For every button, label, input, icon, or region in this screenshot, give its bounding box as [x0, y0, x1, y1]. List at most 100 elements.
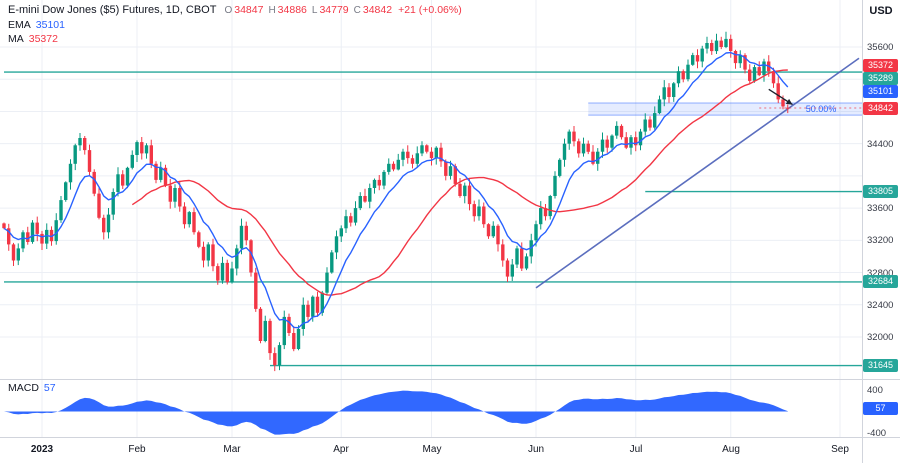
candle [434, 146, 438, 165]
candle [135, 140, 139, 162]
candle [638, 128, 643, 151]
candle [116, 167, 120, 197]
candle [662, 80, 666, 107]
price-tick-label: 32000 [867, 332, 894, 343]
candle [92, 169, 96, 197]
ma-label: MA [8, 33, 24, 45]
candle [140, 137, 144, 160]
time-axis[interactable]: 2023 Feb Mar Apr May Jun Jul Aug Sep [0, 438, 900, 463]
candle [73, 143, 77, 171]
candle [192, 207, 196, 235]
candle [501, 239, 505, 267]
macd-value-chip: 57 [863, 402, 898, 415]
price-tick-label: 32800 [867, 268, 894, 279]
candle [325, 267, 329, 295]
candle [206, 242, 210, 267]
candle [505, 258, 510, 282]
candle [572, 126, 576, 147]
candle [700, 45, 704, 68]
price-label-chip: 35289 [863, 72, 898, 85]
candle [83, 136, 87, 155]
candle [657, 95, 662, 115]
candle [648, 116, 652, 131]
candle [634, 131, 638, 152]
ema-value: 35101 [35, 19, 65, 31]
candle [11, 242, 16, 266]
candle [710, 39, 714, 55]
candle [287, 313, 291, 336]
candle [567, 129, 571, 150]
candle [496, 224, 500, 252]
macd-label: MACD [8, 382, 39, 394]
candle [273, 347, 277, 372]
ema-line[interactable] [3, 51, 789, 329]
candle [615, 121, 619, 139]
candle [7, 223, 11, 251]
candle [306, 300, 310, 323]
candle [16, 243, 20, 266]
candle [610, 134, 614, 152]
candle [277, 342, 282, 371]
candle [676, 66, 681, 88]
symbol-row[interactable]: E-mini Dow Jones ($5) Futures, 1D, CBOT … [8, 3, 462, 18]
price-label-chip: 35372 [863, 59, 898, 72]
price-axis[interactable]: USD 35600 34400 33600 33200 32800 32400 32000 3… [862, 0, 900, 463]
candle [757, 61, 761, 77]
candle [78, 133, 82, 151]
candle [368, 183, 372, 209]
candle [681, 69, 685, 83]
candle [363, 188, 367, 203]
ema-indicator-row[interactable]: EMA 35101 [8, 18, 462, 32]
candle [187, 211, 191, 228]
candle [553, 171, 557, 199]
candle [619, 124, 624, 140]
candle [738, 50, 742, 68]
candle [377, 175, 381, 191]
macd-value: 57 [43, 382, 56, 394]
macd-legend[interactable]: MACD 57 [8, 382, 56, 394]
candle [97, 187, 101, 220]
candle [472, 200, 476, 222]
candle [762, 58, 766, 82]
candle [254, 267, 258, 312]
candle [714, 33, 719, 54]
fib-band[interactable] [588, 102, 862, 116]
ma-indicator-row[interactable]: MA 35372 [8, 32, 462, 46]
candle [30, 220, 35, 244]
trendline[interactable] [535, 57, 860, 289]
candle [729, 34, 733, 58]
candle [211, 238, 215, 272]
time-tick-label: Mar [223, 444, 241, 455]
open-label: O [224, 5, 233, 16]
candle [258, 307, 263, 344]
price-tick-label: 33600 [867, 203, 894, 214]
candle [301, 297, 305, 336]
candle [425, 144, 429, 154]
candle [59, 196, 63, 223]
candle [444, 159, 448, 181]
ma-value: 35372 [28, 33, 58, 45]
candle [220, 256, 225, 284]
time-tick-label: Aug [722, 444, 740, 455]
candle [358, 192, 362, 211]
candle [391, 161, 396, 172]
candle [296, 325, 301, 351]
candle [315, 291, 320, 317]
time-tick-label: Feb [128, 444, 146, 455]
candle [748, 64, 752, 84]
ma-line[interactable] [131, 69, 788, 296]
macd-area [4, 390, 788, 435]
candle [382, 170, 386, 190]
candle [130, 150, 134, 170]
candle [21, 230, 25, 253]
candle [235, 244, 239, 276]
fib-50-label[interactable]: 50.00% [806, 104, 837, 114]
chart-legend: E-mini Dow Jones ($5) Futures, 1D, CBOT … [8, 3, 462, 46]
candle [743, 53, 747, 74]
candle [263, 315, 267, 343]
candle [439, 142, 443, 167]
candle [353, 201, 358, 226]
candle [106, 208, 111, 239]
candle [244, 221, 248, 246]
